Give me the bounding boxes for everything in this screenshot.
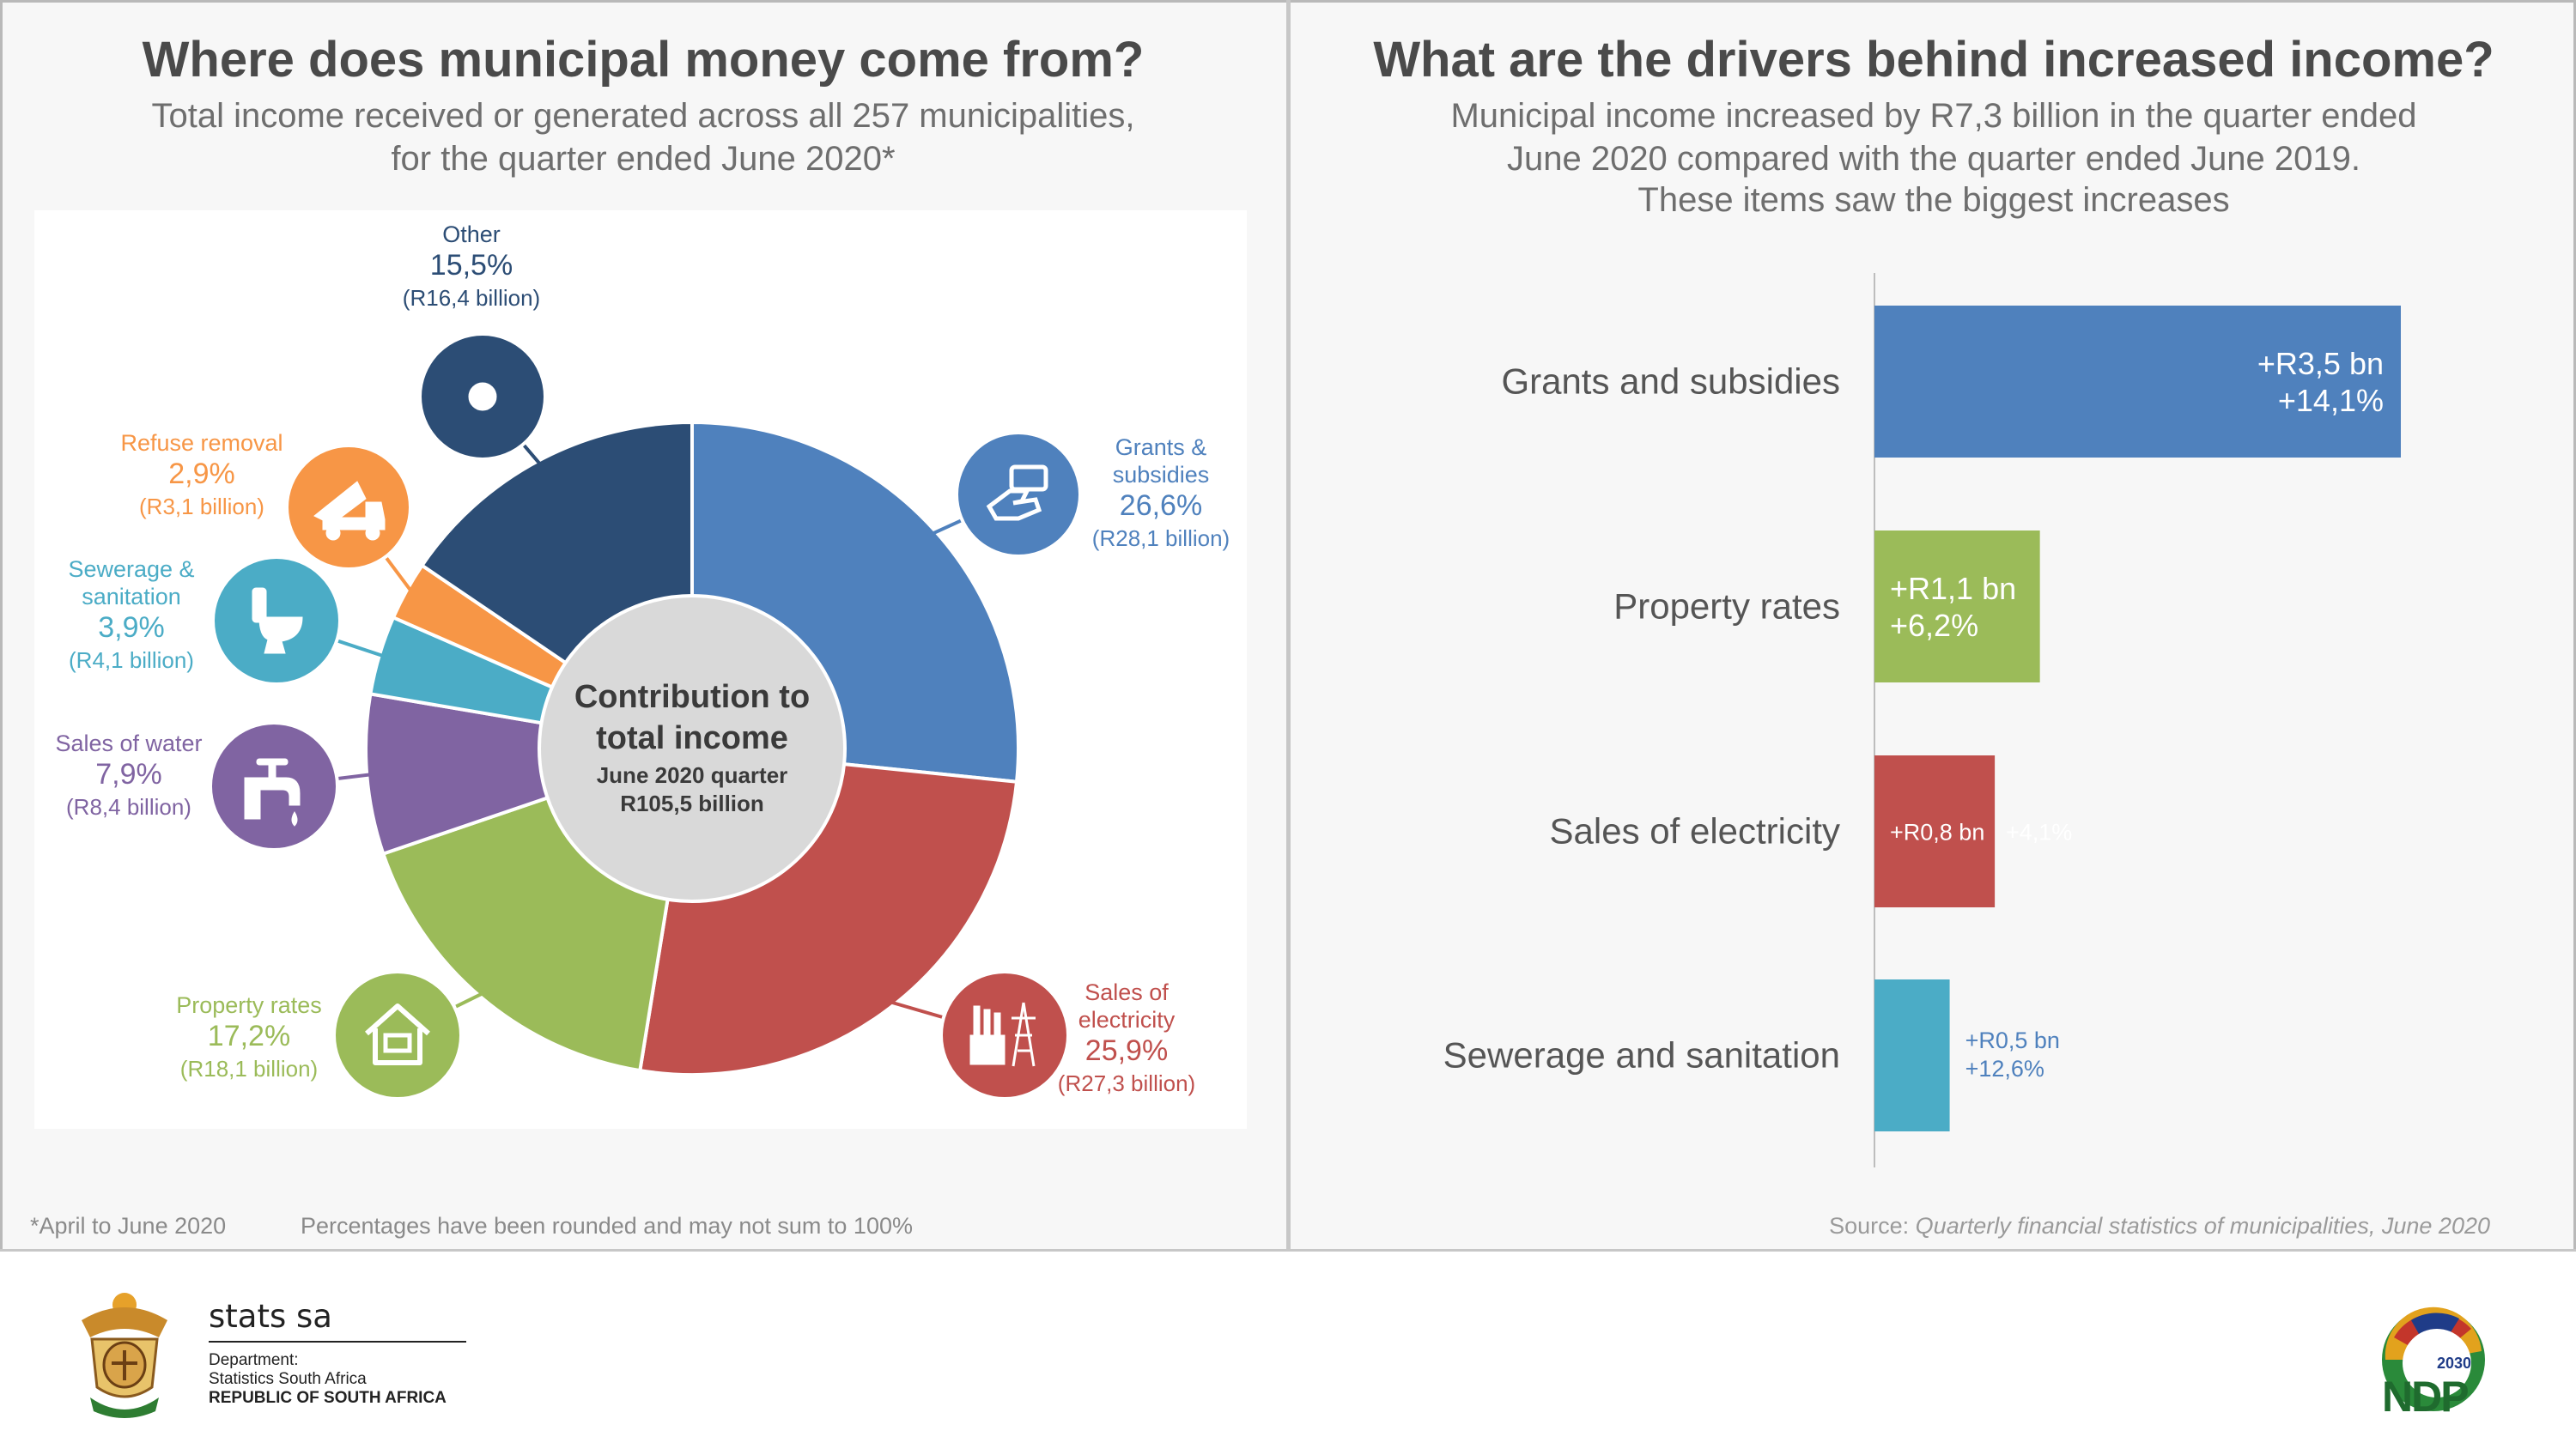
- coat-of-arms-logo: [82, 1293, 167, 1418]
- brand-name: stats sa: [209, 1298, 332, 1335]
- bar-grants-and-subsidies: [1874, 306, 2401, 458]
- slice-percent-grants-subsidies: 26,6%: [1120, 489, 1202, 522]
- slice-label-property-rates-0: Property rates: [176, 992, 322, 1018]
- factory-pylon-icon-glyph: [969, 1002, 1036, 1067]
- slice-label-grants-subsidies-0: Grants &: [1115, 434, 1207, 460]
- slice-percent-sales-of-electricity: 25,9%: [1085, 1034, 1168, 1067]
- ndp-logo: 2030 NDP: [2377, 1303, 2497, 1423]
- slice-percent-sewerage-sanitation: 3,9%: [98, 611, 165, 644]
- slice-label-sales-of-water-0: Sales of water: [55, 731, 202, 756]
- left-panel: Where does municipal money come from? To…: [0, 0, 1286, 1249]
- source-title: Quarterly financial statistics of munici…: [1915, 1213, 2490, 1239]
- toilet-icon-glyph: [252, 587, 303, 654]
- bar-sewerage-and-sanitation: [1874, 979, 1950, 1131]
- slice-label-sales-of-electricity-0: Sales of: [1084, 979, 1169, 1005]
- slice-label-grants-subsidies-1: subsidies: [1113, 462, 1210, 488]
- slice-label-sewerage-sanitation-0: Sewerage &: [68, 556, 194, 582]
- slice-label-sewerage-sanitation-1: sanitation: [82, 584, 181, 609]
- source-label: Source:: [1829, 1213, 1916, 1239]
- bar-category-property-rates: Property rates: [1613, 586, 1840, 627]
- bar-pct-sales-of-electricity: +4,1%: [2006, 820, 2072, 846]
- ndp-emblem: [2382, 1307, 2485, 1411]
- bar-chart: Grants and subsidies +R3,5 bn+14,1% Proper…: [1443, 273, 2401, 1167]
- bar-value-property-rates: +R1,1 bn: [1890, 571, 2016, 606]
- brand-rule: [209, 1341, 466, 1343]
- source-note: Source: Quarterly financial statistics o…: [1829, 1213, 2490, 1240]
- slice-amount-sewerage-sanitation: (R4,1 billion): [69, 647, 194, 673]
- slice-label-refuse-removal-0: Refuse removal: [120, 430, 283, 456]
- slice-amount-property-rates: (R18,1 billion): [180, 1056, 318, 1082]
- center-title-line1: Contribution to: [574, 679, 810, 715]
- bar-pct-property-rates: +6,2%: [1890, 608, 1978, 643]
- republic-name: REPUBLIC OF SOUTH AFRICA: [209, 1389, 447, 1407]
- bar-category-sales-of-electricity: Sales of electricity: [1550, 811, 1840, 852]
- slice-label-sales-of-electricity-1: electricity: [1078, 1007, 1176, 1033]
- slice-percent-sales-of-water: 7,9%: [95, 758, 162, 791]
- center-total: R105,5 billion: [620, 791, 764, 816]
- bar-category-sewerage-and-sanitation: Sewerage and sanitation: [1443, 1035, 1840, 1076]
- bar-value-grants-and-subsidies: +R3,5 bn: [2257, 346, 2384, 381]
- slice-percent-other: 15,5%: [430, 249, 513, 282]
- left-title: Where does municipal money come from?: [142, 32, 1145, 88]
- vertical-divider: [1286, 0, 1291, 1249]
- truck-icon-glyph: [313, 481, 386, 541]
- right-title: What are the drivers behind increased in…: [1373, 32, 2494, 88]
- center-period: June 2020 quarter: [597, 762, 788, 788]
- slice-label-other-0: Other: [442, 221, 501, 247]
- center-title-line2: total income: [596, 720, 788, 756]
- dept-label: Department:: [209, 1351, 299, 1369]
- footer: stats sa Department: Statistics South Af…: [0, 1252, 2576, 1449]
- donut-center: [538, 594, 847, 903]
- slice-amount-sales-of-water: (R8,4 billion): [66, 794, 191, 820]
- slice-amount-sales-of-electricity: (R27,3 billion): [1058, 1070, 1195, 1096]
- bar-pct-grants-and-subsidies: +14,1%: [2278, 383, 2384, 418]
- money-hand-icon-glyph: [986, 464, 1048, 521]
- slice-amount-refuse-removal: (R3,1 billion): [139, 494, 264, 519]
- slice-amount-other: (R16,4 billion): [403, 285, 540, 311]
- bar-value-sewerage-and-sanitation: +R0,5 bn: [1965, 1028, 2060, 1053]
- slice-percent-property-rates: 17,2%: [208, 1020, 290, 1052]
- bar-sales-of-electricity: [1874, 755, 1996, 907]
- bar-value-sales-of-electricity: +R0,8 bn: [1890, 820, 1984, 846]
- slice-percent-refuse-removal: 2,9%: [168, 458, 235, 490]
- ndp-year: 2030: [2437, 1355, 2472, 1372]
- left-subtitle-line1: Total income received or generated acros…: [151, 97, 1135, 135]
- right-subtitle-line2: June 2020 compared with the quarter ende…: [1506, 140, 2361, 178]
- dept-name: Statistics South Africa: [209, 1370, 367, 1388]
- tap-icon-glyph: [244, 758, 301, 827]
- footnote-rounding: Percentages have been rounded and may no…: [301, 1213, 913, 1239]
- house-icon-glyph: [365, 1003, 430, 1065]
- money-hand-icon: [955, 431, 1082, 558]
- ndp-text: NDP: [2382, 1373, 2470, 1421]
- slice-amount-grants-subsidies: (R28,1 billion): [1092, 525, 1230, 551]
- left-subtitle-line2: for the quarter ended June 2020*: [391, 140, 896, 178]
- horizontal-divider: [0, 1249, 2576, 1252]
- bar-pct-sewerage-and-sanitation: +12,6%: [1965, 1056, 2044, 1082]
- bar-category-grants-and-subsidies: Grants and subsidies: [1501, 361, 1840, 402]
- dot-icon-glyph: [468, 382, 497, 411]
- bar-property-rates: [1874, 530, 2040, 682]
- right-panel: What are the drivers behind increased in…: [1291, 0, 2576, 1249]
- right-subtitle-line1: Municipal income increased by R7,3 billi…: [1450, 97, 2417, 135]
- footnote-period: *April to June 2020: [30, 1213, 227, 1239]
- right-subtitle-line3: These items saw the biggest increases: [1637, 181, 2230, 219]
